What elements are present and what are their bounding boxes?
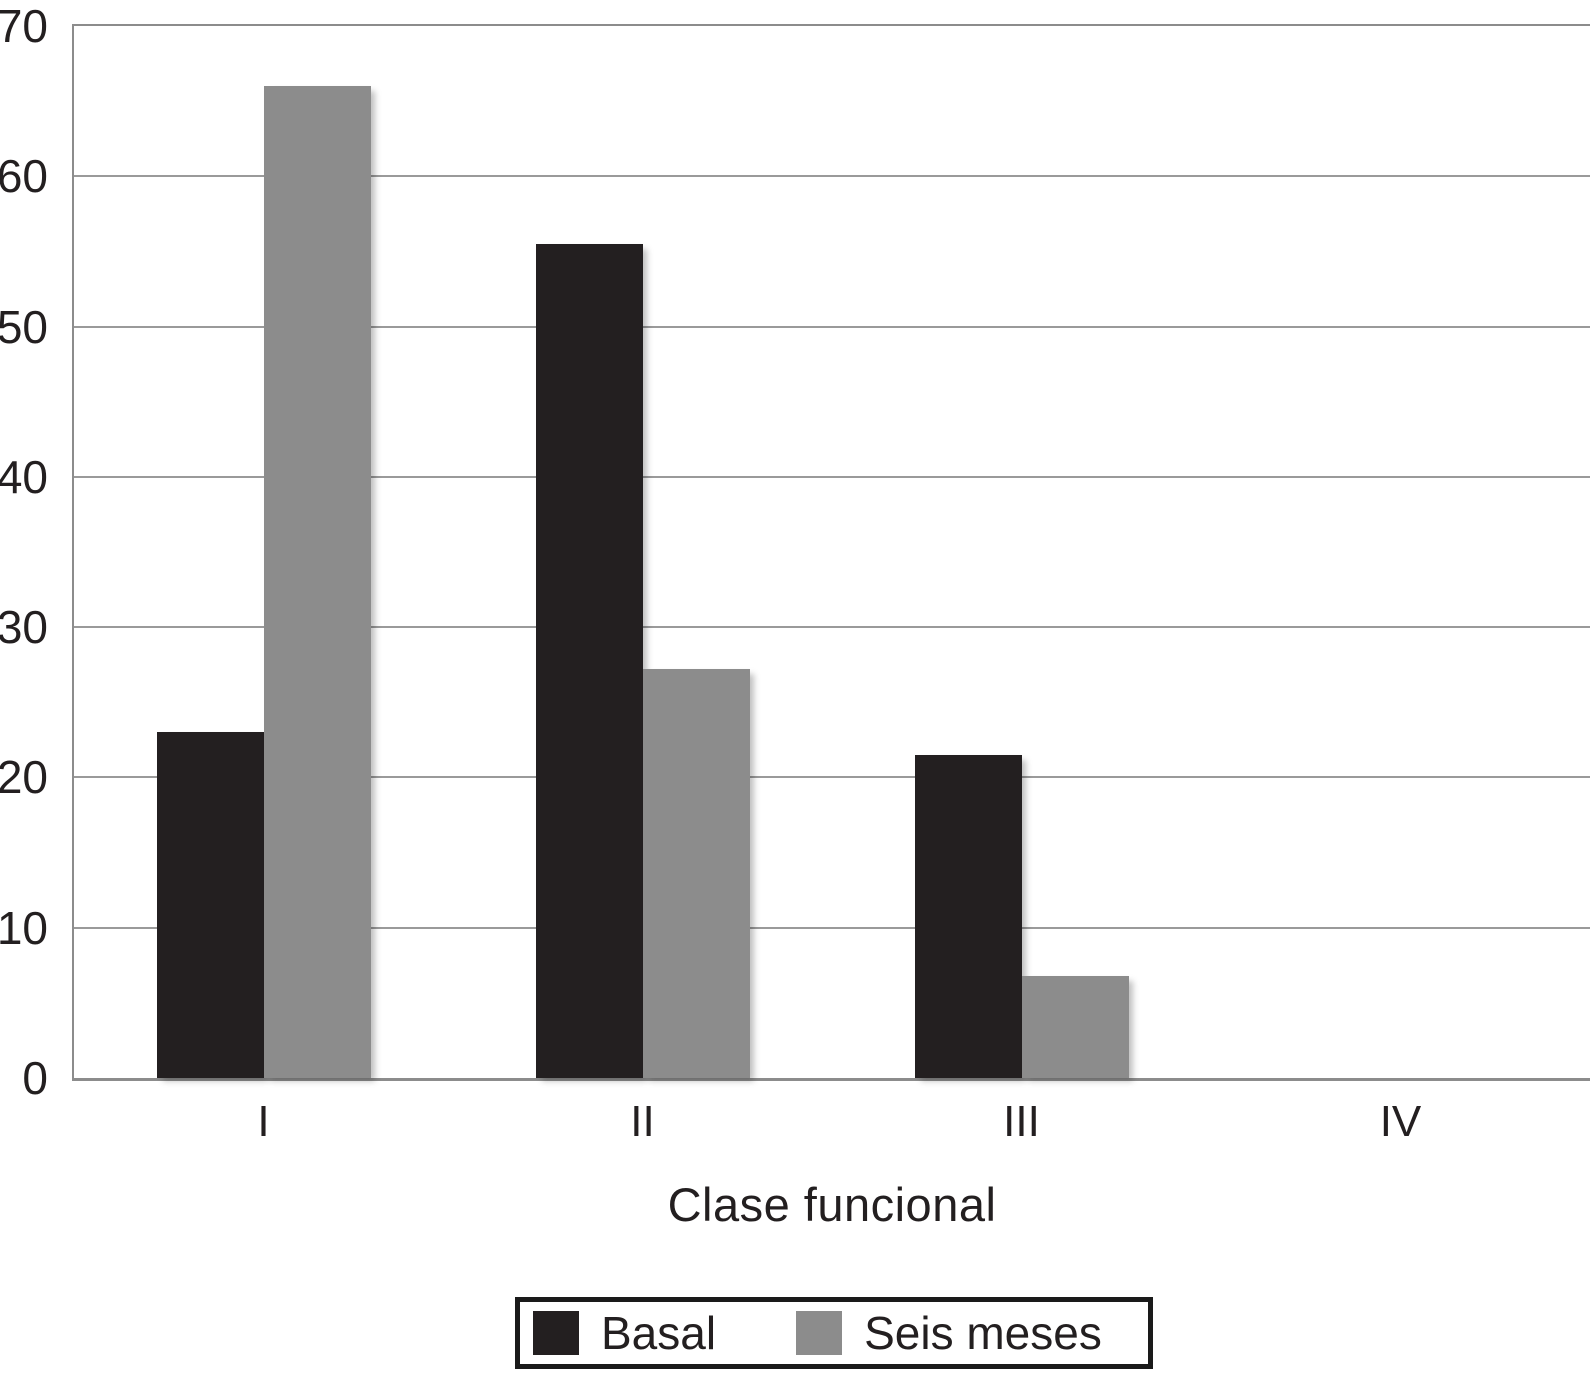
- bar-basal-II: [535, 243, 643, 1078]
- y-tick-label-20: 20: [0, 751, 48, 804]
- x-tick-label-III: III: [1003, 1097, 1040, 1146]
- y-tick-label-60: 60: [0, 150, 48, 203]
- legend-swatch-seis-meses: [796, 1311, 843, 1355]
- x-tick-label-I: I: [257, 1097, 270, 1146]
- gridline-40: [74, 475, 1590, 478]
- x-tick-label-II: II: [630, 1097, 655, 1146]
- gridline-10: [74, 926, 1590, 929]
- gridline-30: [74, 626, 1590, 629]
- legend-item-seis-meses: Seis meses: [796, 1310, 1102, 1356]
- bar-basal-I: [156, 732, 264, 1078]
- legend-label-basal: Basal: [601, 1307, 717, 1359]
- x-axis-tick-labels: I II III IV: [74, 1100, 1590, 1152]
- gridline-50: [74, 325, 1590, 328]
- gridline-20: [74, 776, 1590, 779]
- legend-item-basal: Basal: [533, 1310, 716, 1356]
- gridline-60: [74, 175, 1590, 178]
- y-tick-label-50: 50: [0, 300, 48, 353]
- bar-group-II: [453, 26, 832, 1078]
- bar-basal-III: [914, 754, 1022, 1078]
- bar-seis-meses-III: [1021, 975, 1129, 1078]
- x-axis-title: Clase funcional: [667, 1178, 997, 1231]
- bar-seis-meses-I: [263, 86, 371, 1078]
- y-tick-label-70: 70: [0, 0, 48, 52]
- y-tick-label-10: 10: [0, 901, 48, 954]
- legend-swatch-basal: [533, 1311, 579, 1355]
- legend: Basal Seis meses: [515, 1297, 1153, 1369]
- bar-seis-meses-II: [642, 669, 750, 1078]
- legend-label-seis-meses: Seis meses: [864, 1307, 1102, 1359]
- bar-group-III: [832, 26, 1211, 1078]
- bar-group-I: [74, 26, 453, 1078]
- x-tick-label-IV: IV: [1379, 1097, 1422, 1146]
- y-tick-label-0: 0: [22, 1052, 48, 1104]
- bar-group-IV: [1211, 26, 1590, 1078]
- y-tick-label-40: 40: [0, 450, 48, 503]
- y-tick-label-30: 30: [0, 601, 48, 654]
- plot-area: 0 10 20 30 40 50 60 70: [0, 3, 1590, 1101]
